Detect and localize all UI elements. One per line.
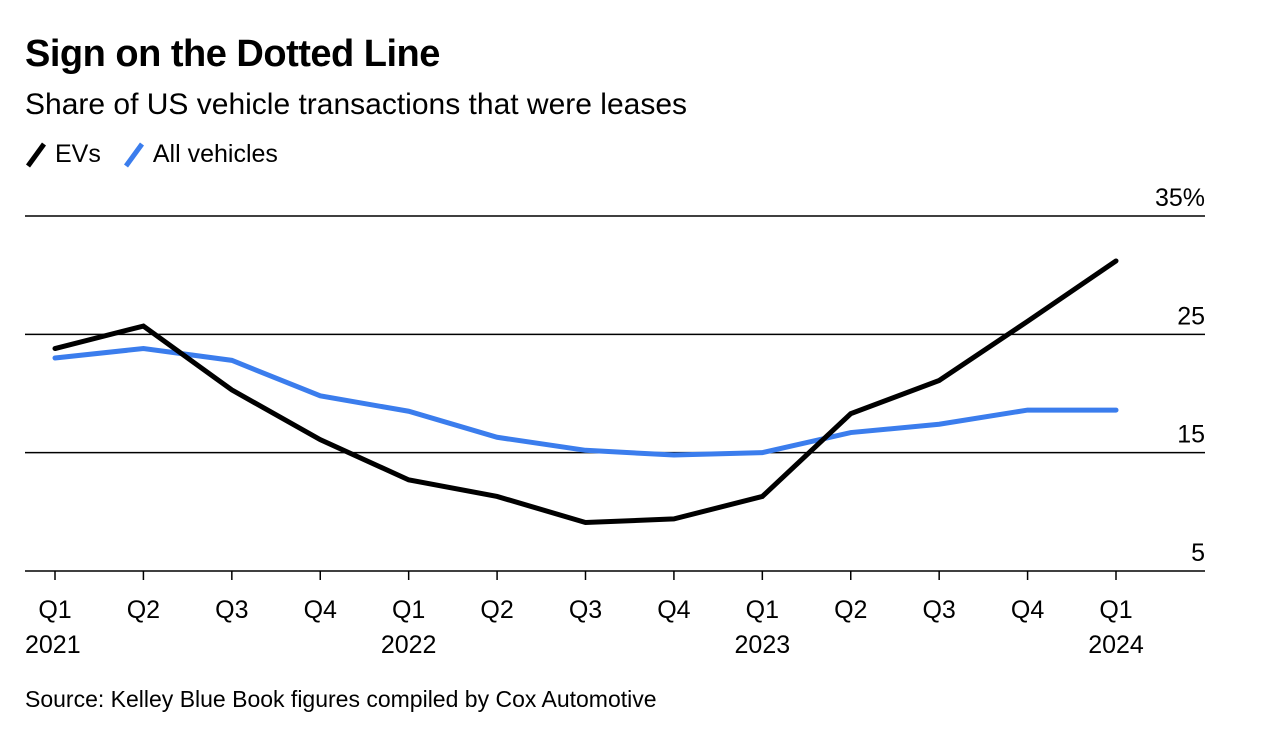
legend-item-all-vehicles: All vehicles [123,140,278,169]
x-tick-label-quarter: Q4 [657,596,690,624]
legend-swatch-evs [25,142,47,167]
x-tick-label-quarter: Q4 [1011,596,1044,624]
x-tick-label-year: 2024 [1088,631,1144,659]
legend: EVs All vehicles [25,140,300,169]
series-line-evs [52,258,1119,525]
y-tick-label: 5 [1191,539,1205,567]
chart-subtitle: Share of US vehicle transactions that we… [25,88,688,121]
y-tick-label: 35% [1155,184,1205,212]
legend-label-all-vehicles: All vehicles [152,140,278,168]
x-tick-label-year: 2021 [25,631,81,659]
x-tick-label-quarter: Q2 [834,596,867,624]
x-tick-label-quarter: Q1 [746,596,779,624]
x-tick-label-quarter: Q3 [922,596,955,624]
x-tick-label-year: 2022 [381,631,437,659]
x-tick-label-quarter: Q1 [392,596,425,624]
x-tick-label-year: 2023 [735,631,791,659]
y-tick-label: 15 [1177,421,1205,449]
x-tick-label-quarter: Q2 [127,596,160,624]
x-tick-label-quarter: Q3 [215,596,248,624]
source-note: Source: Kelley Blue Book figures compile… [25,686,657,712]
legend-swatch-all-vehicles [123,142,144,167]
x-tick-label-quarter: Q4 [304,596,337,624]
legend-item-evs: EVs [25,140,101,169]
series-line-all-vehicles [52,346,1119,458]
x-tick-label-quarter: Q1 [38,596,71,624]
x-tick-label-quarter: Q1 [1099,596,1132,624]
x-tick-label-quarter: Q3 [569,596,602,624]
x-tick-label-quarter: Q2 [480,596,513,624]
legend-label-evs: EVs [55,140,101,168]
y-tick-label: 25 [1177,302,1205,330]
chart-title: Sign on the Dotted Line [25,33,440,75]
